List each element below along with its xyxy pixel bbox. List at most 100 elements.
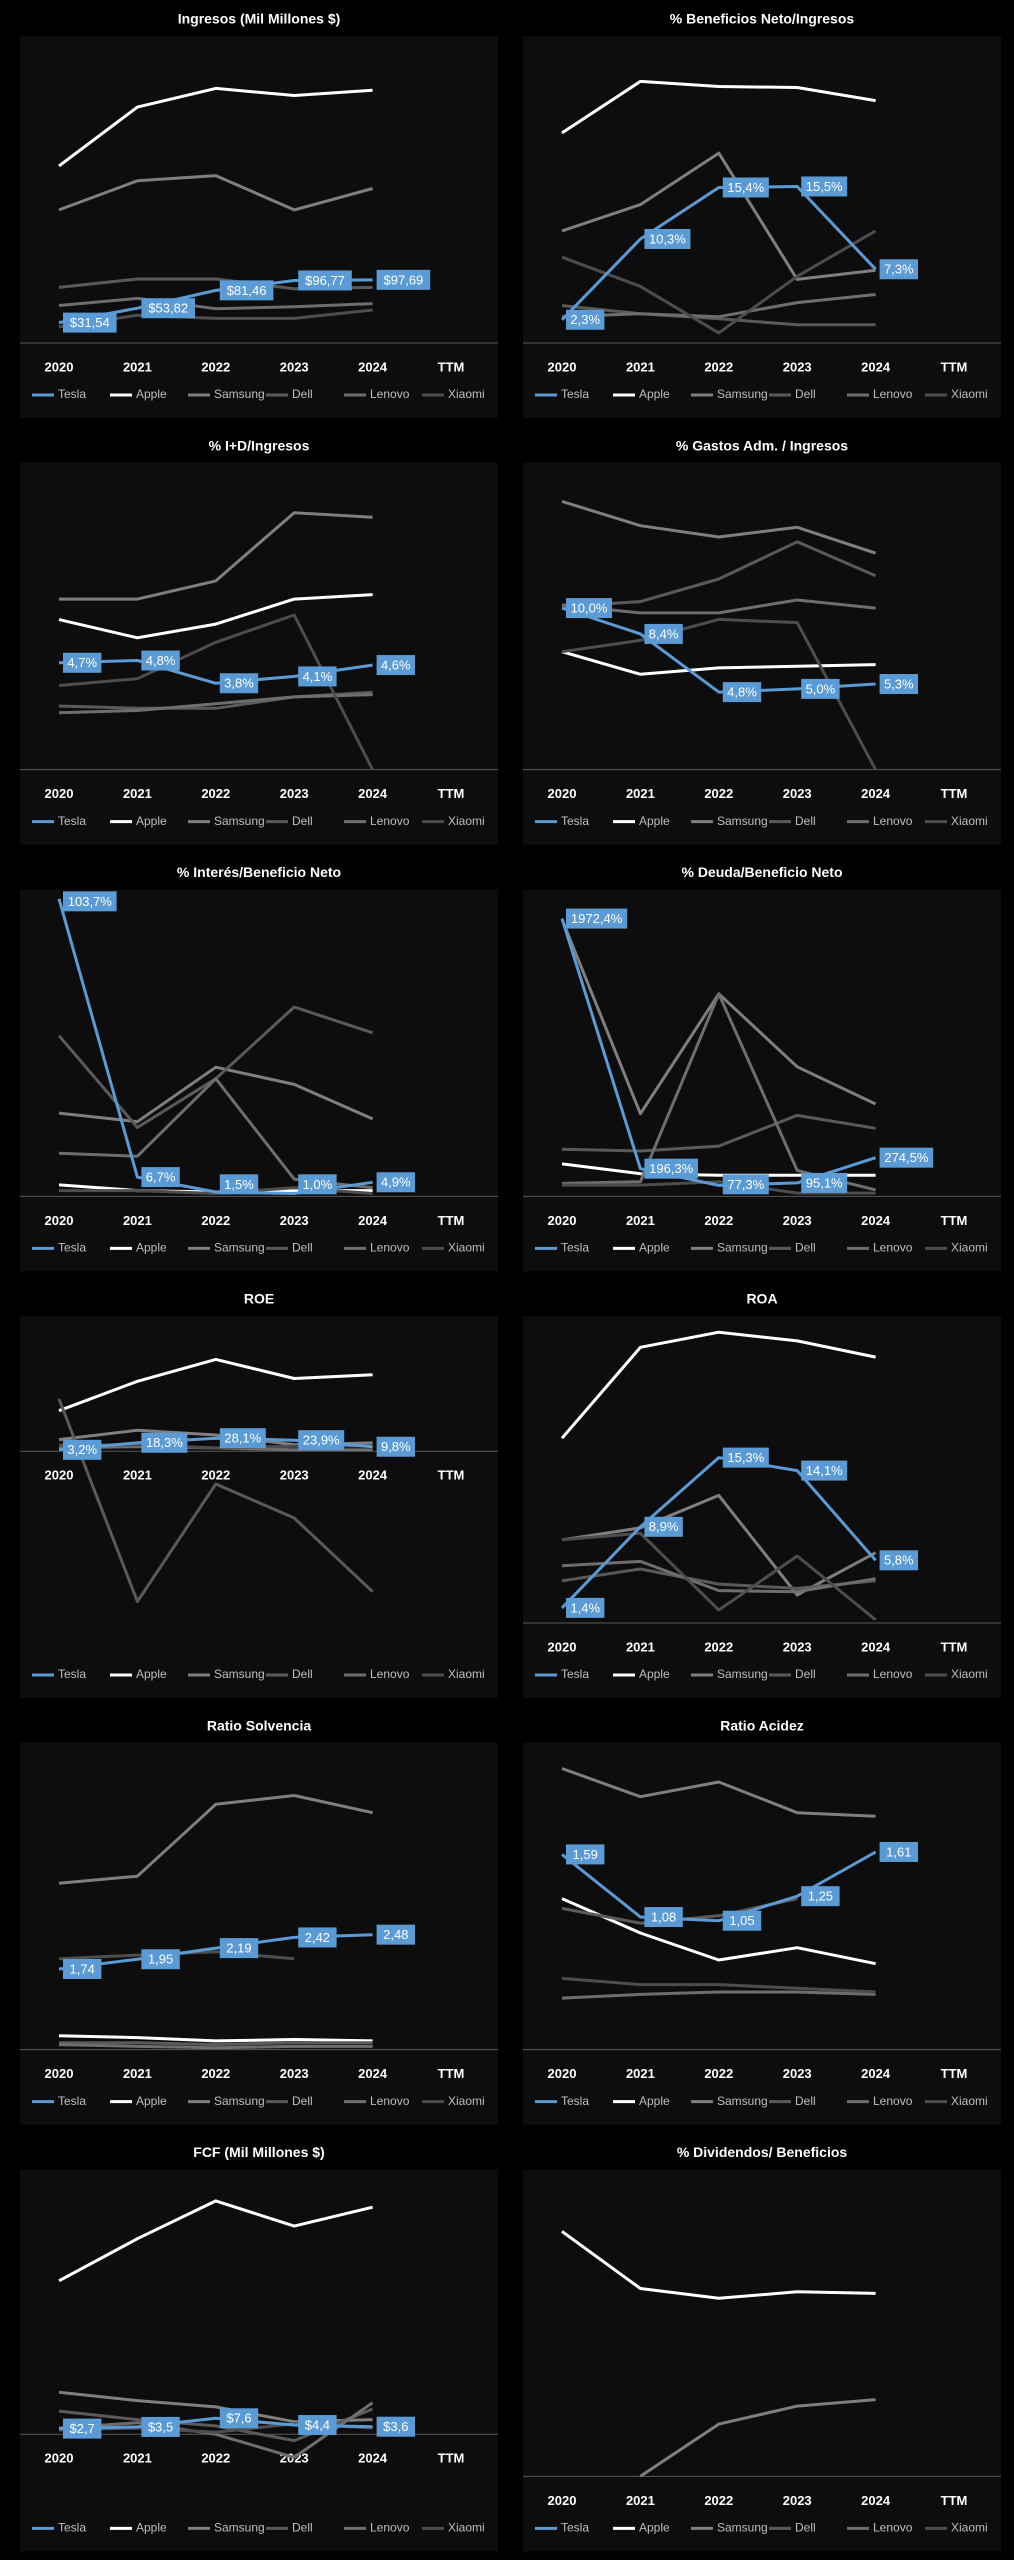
x-tick-label: 2020 <box>45 786 74 801</box>
x-tick-label: 2020 <box>548 2493 577 2508</box>
legend-label: Apple <box>136 387 167 401</box>
series-line <box>57 1398 374 1603</box>
chart-title: % Interés/Beneficio Neto <box>177 864 341 880</box>
data-label: 7,3% <box>884 262 914 277</box>
x-tick-label: 2024 <box>861 786 891 801</box>
data-label-box <box>376 1924 415 1945</box>
legend-label: Xiaomi <box>951 1667 988 1681</box>
data-label: $81,46 <box>227 283 267 298</box>
chart-title: Ratio Solvencia <box>207 1717 311 1733</box>
panel <box>523 2169 1001 2552</box>
x-tick-label: 2020 <box>45 2451 74 2466</box>
series-line <box>561 1850 877 1923</box>
x-tick-label: TTM <box>941 786 968 801</box>
series-line <box>58 174 373 212</box>
x-tick-label: 2020 <box>548 786 577 801</box>
data-label: 28,1% <box>224 1431 261 1446</box>
data-label-box <box>141 650 180 671</box>
series-line <box>561 617 877 771</box>
x-tick-label: 2021 <box>626 1639 655 1654</box>
x-tick-label: 2021 <box>123 1213 152 1228</box>
data-label: 6,7% <box>146 1170 176 1185</box>
data-label-box <box>298 1927 337 1948</box>
series-line <box>561 79 876 135</box>
data-label-box <box>644 1907 683 1928</box>
data-label-box <box>722 682 762 703</box>
panel <box>523 889 1001 1272</box>
data-label-box <box>801 1172 848 1193</box>
series-line <box>561 2230 876 2300</box>
x-tick-label: 2022 <box>201 2451 230 2466</box>
legend-label: Dell <box>292 2521 313 2535</box>
legend-label: Dell <box>292 2094 313 2108</box>
legend-label: Apple <box>136 1667 167 1681</box>
data-label: 3,8% <box>224 676 254 691</box>
x-tick-label: 2024 <box>861 1639 891 1654</box>
legend-label: Lenovo <box>370 1241 410 1255</box>
data-label-box <box>644 623 683 644</box>
x-tick-label: 2020 <box>45 1468 74 1483</box>
data-label-box <box>376 2416 415 2437</box>
series-line <box>58 1794 373 1885</box>
legend-label: Dell <box>795 387 816 401</box>
data-label: $4,4 <box>305 2417 330 2432</box>
data-label: 1,05 <box>729 1913 754 1928</box>
data-label-box <box>801 1886 840 1907</box>
chart-title: FCF (Mil Millones $) <box>193 2144 324 2160</box>
series-line <box>561 1897 876 1966</box>
x-tick-label: 2024 <box>358 1468 388 1483</box>
legend-label: Tesla <box>58 1241 86 1255</box>
legend-label: Apple <box>136 2521 167 2535</box>
series-line <box>561 1976 876 1994</box>
series-line <box>561 598 876 615</box>
data-label-box <box>219 2408 259 2429</box>
data-label-box <box>63 2418 102 2439</box>
legend-label: Xiaomi <box>448 814 485 828</box>
series-line <box>58 693 373 715</box>
x-tick-label: 2022 <box>201 1468 230 1483</box>
data-label: 14,1% <box>806 1463 843 1478</box>
series-line <box>560 1330 876 1440</box>
legend-label: Lenovo <box>873 1667 913 1681</box>
legend-label: Tesla <box>561 1667 589 1681</box>
data-label: 4,6% <box>381 657 411 672</box>
data-label-box <box>801 176 848 197</box>
legend-label: Xiaomi <box>951 1241 988 1255</box>
x-tick-label: 2021 <box>626 359 655 374</box>
x-tick-label: 2021 <box>123 2066 152 2081</box>
x-tick-label: 2023 <box>280 786 309 801</box>
x-tick-label: 2022 <box>201 359 230 374</box>
data-label-box <box>63 652 102 673</box>
data-label: 15,3% <box>727 1450 764 1465</box>
legend-label: Tesla <box>58 2094 86 2108</box>
data-label: 2,42 <box>305 1930 330 1945</box>
data-label: 2,3% <box>570 312 600 327</box>
legend-label: Apple <box>639 1667 670 1681</box>
panel <box>523 1742 1001 2125</box>
data-label-box <box>376 269 431 290</box>
legend-label: Tesla <box>561 2094 589 2108</box>
legend-label: Xiaomi <box>448 1667 485 1681</box>
legend-label: Tesla <box>561 814 589 828</box>
legend-label: Xiaomi <box>951 2094 988 2108</box>
data-label: $96,77 <box>305 273 345 288</box>
series-line <box>58 2034 373 2043</box>
data-label-box <box>63 1958 102 1979</box>
panel <box>523 36 1001 418</box>
chart-title: % Beneficios Neto/Ingresos <box>670 11 855 27</box>
data-label-box <box>722 1447 769 1468</box>
x-tick-label: 2020 <box>548 1213 577 1228</box>
series-line <box>59 511 373 601</box>
series-line <box>561 1990 876 2000</box>
data-label-box <box>566 598 612 619</box>
x-tick-label: 2022 <box>201 2066 230 2081</box>
legend-label: Dell <box>795 2094 816 2108</box>
series-line <box>561 1531 877 1621</box>
x-tick-label: 2023 <box>280 359 309 374</box>
x-tick-label: 2021 <box>626 2066 655 2081</box>
data-label: $7,6 <box>226 2411 251 2426</box>
series-line <box>561 650 876 676</box>
legend-label: Samsung <box>214 2521 265 2535</box>
